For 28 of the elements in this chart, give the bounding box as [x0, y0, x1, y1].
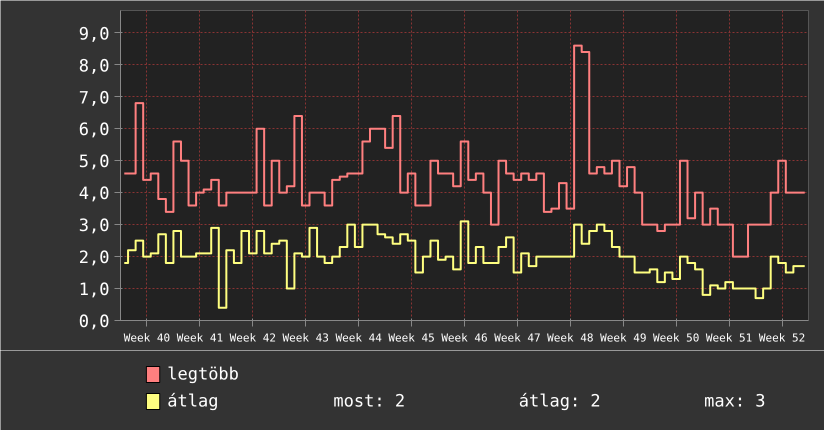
x-tick-label: Week 45: [388, 332, 435, 344]
y-tick-label: 0,0: [78, 312, 110, 332]
x-tick-label: Week 49: [600, 332, 646, 344]
legend-label: legtöbb: [167, 364, 239, 384]
x-tick-label: Week 43: [282, 332, 329, 344]
x-tick-label: Week 47: [494, 332, 541, 344]
y-tick-label: 1,0: [78, 280, 110, 300]
x-tick-label: Week 40: [124, 332, 170, 344]
x-tick-label: Week 42: [230, 332, 276, 344]
legend-label: átlag: [167, 392, 218, 412]
text: most: 2: [333, 392, 406, 412]
y-tick-label: 6,0: [78, 120, 110, 140]
x-tick-label: Week 46: [441, 332, 488, 344]
x-tick-label: Week 51: [706, 332, 752, 344]
x-tick-label: Week 50: [653, 332, 700, 344]
y-tick-label: 8,0: [78, 56, 110, 76]
x-tick-label: Week 52: [758, 332, 806, 344]
y-tick-label: 2,0: [78, 248, 110, 268]
y-tick-label: 4,0: [78, 184, 110, 204]
y-tick-label: 3,0: [78, 216, 110, 236]
y-tick-label: 5,0: [78, 152, 110, 172]
x-tick-label: Week 48: [547, 332, 594, 344]
y-tick-label: 7,0: [78, 88, 110, 108]
x-tick-label: Week 44: [335, 332, 382, 344]
text: max: 3: [704, 392, 766, 412]
y-tick-label: 9,0: [78, 24, 110, 44]
x-tick-label: Week 41: [176, 332, 224, 344]
text: átlag: 2: [518, 392, 601, 412]
